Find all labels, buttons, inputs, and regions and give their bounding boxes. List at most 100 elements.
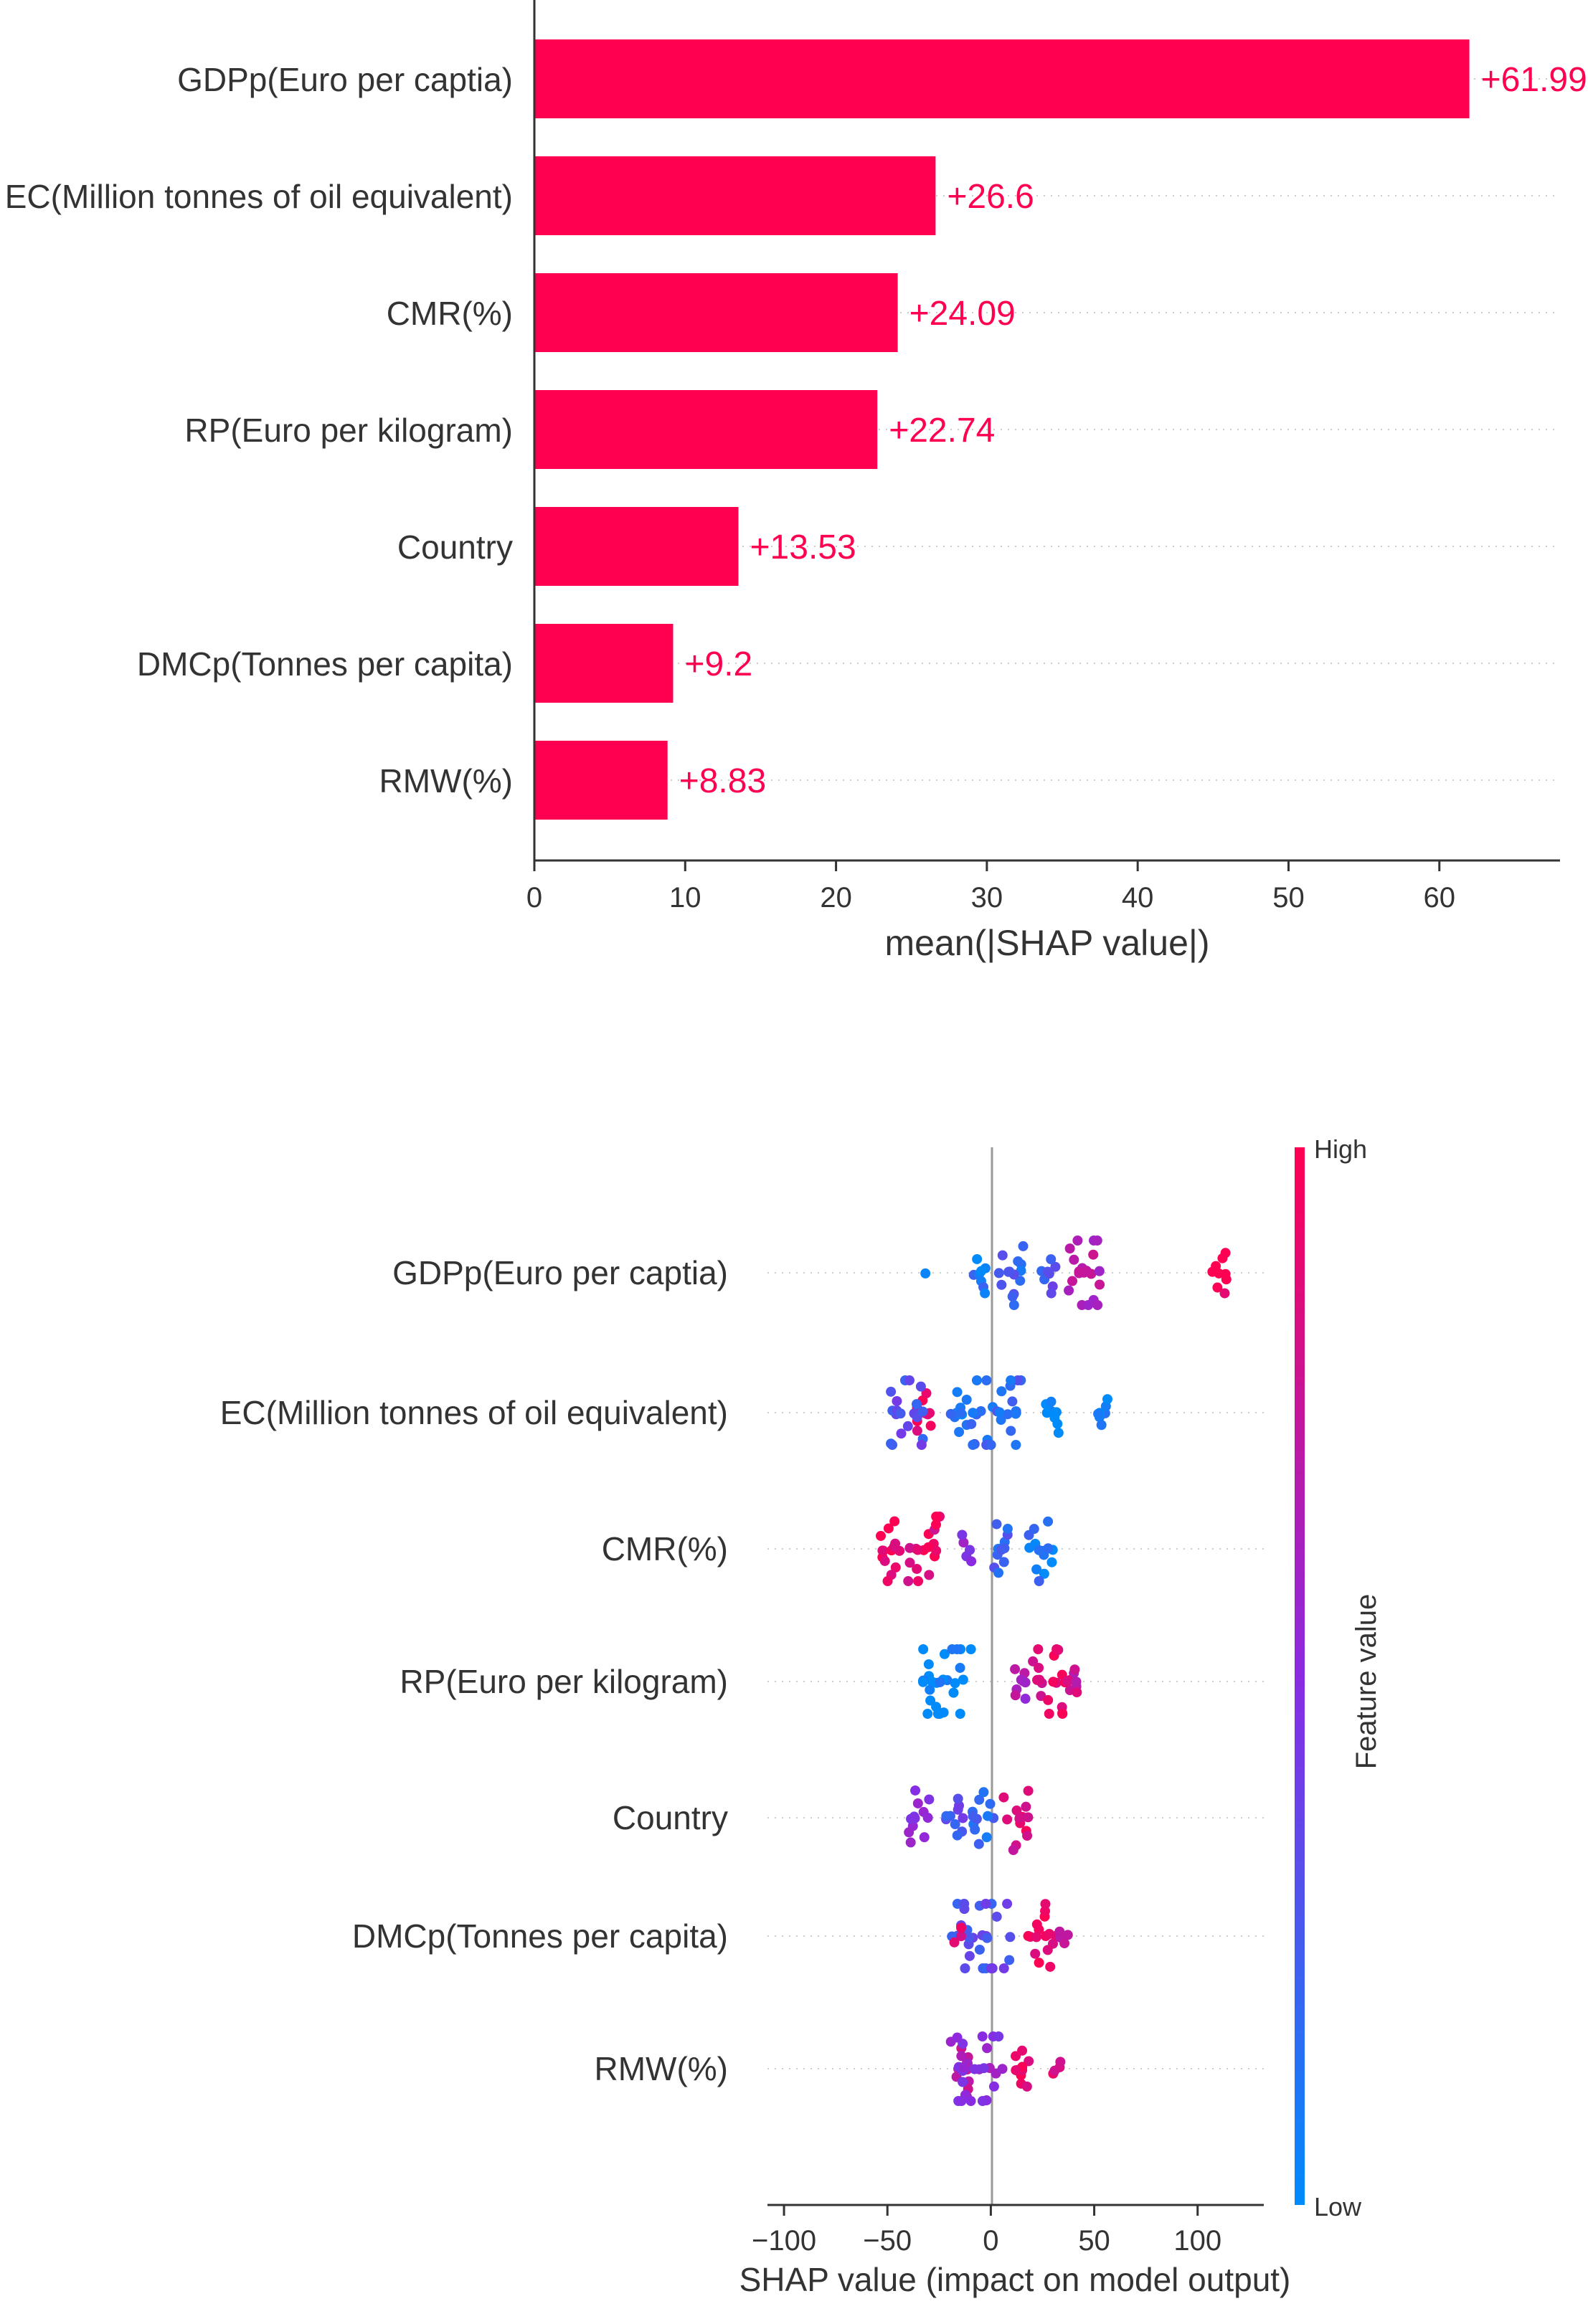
beeswarm-dot: [1212, 1282, 1223, 1293]
beeswarm-dot: [954, 1426, 965, 1437]
beeswarm-dot: [1067, 1276, 1078, 1286]
beeswarm-dot: [931, 1512, 942, 1522]
beeswarm-dot: [922, 1709, 933, 1719]
beeswarm-dot: [1064, 1285, 1074, 1296]
beeswarm-dot: [904, 1542, 915, 1553]
beeswarm-dot: [1054, 1926, 1065, 1937]
beeswarm-dot: [1018, 1241, 1029, 1251]
beeswarm-dot: [980, 1899, 991, 1909]
beeswarm-dot: [923, 1659, 934, 1669]
beeswarm-dot: [1021, 1801, 1031, 1812]
beeswarm-dot: [1071, 1676, 1082, 1687]
beeswarm-dot: [1004, 1955, 1015, 1965]
bar-category-label: DMCp(Tonnes per capita): [137, 645, 513, 683]
bar-category-label: RMW(%): [379, 762, 514, 800]
bee-feature-label: DMCp(Tonnes per capita): [352, 1917, 728, 1955]
beeswarm-dot: [950, 1678, 960, 1689]
bar-value-label: +8.83: [679, 762, 766, 800]
beeswarm-dot: [978, 2063, 989, 2074]
beeswarm-dot: [1096, 1420, 1107, 1431]
beeswarm-dot: [996, 1386, 1007, 1397]
beeswarm-dot: [1031, 1932, 1041, 1943]
beeswarm-dot: [923, 1542, 934, 1552]
beeswarm-dot: [1023, 1812, 1034, 1823]
beeswarm-dot: [988, 2081, 999, 2092]
beeswarm-dot: [925, 1421, 936, 1431]
bee-x-tick-label: 100: [1173, 2225, 1221, 2257]
beeswarm-dot: [968, 1811, 978, 1821]
beeswarm-dot: [991, 1911, 1002, 1922]
beeswarm-dot: [931, 1545, 942, 1556]
beeswarm-dot: [1010, 1690, 1021, 1701]
beeswarm-dot: [997, 2064, 1008, 2074]
beeswarm-dot: [902, 1421, 913, 1431]
bar-value-label: +61.99: [1481, 61, 1587, 99]
beeswarm-dot: [1207, 1266, 1218, 1277]
beeswarm-dot: [1010, 1664, 1021, 1674]
beeswarm-dot: [904, 1375, 914, 1385]
beeswarm-dot: [958, 1674, 968, 1685]
bee-x-tick-label: 50: [1078, 2225, 1110, 2257]
beeswarm-dot: [1008, 1845, 1019, 1855]
beeswarm-dot: [952, 1830, 963, 1841]
beeswarm-dot: [996, 1279, 1007, 1290]
beeswarm-dot: [1088, 1249, 1099, 1260]
beeswarm-dot: [1034, 1545, 1044, 1555]
beeswarm-dot: [1052, 1418, 1063, 1429]
beeswarm-dot: [958, 2062, 969, 2073]
beeswarm-dot: [960, 1963, 970, 1973]
beeswarm-dot: [982, 1932, 993, 1943]
beeswarm-dot: [905, 1837, 916, 1848]
beeswarm-dot: [889, 1516, 900, 1527]
beeswarm-dot: [913, 1576, 924, 1586]
beeswarm-dot: [982, 2043, 993, 2054]
beeswarm-dot: [959, 1899, 970, 1909]
beeswarm-dot: [921, 1388, 932, 1398]
beeswarm-dot: [1023, 1930, 1034, 1941]
beeswarm-dot: [957, 1529, 968, 1540]
beeswarm-dot: [1034, 1663, 1044, 1674]
beeswarm-dot: [1031, 1919, 1042, 1930]
beeswarm-dot: [978, 1787, 989, 1798]
beeswarm-dot: [1034, 1576, 1044, 1586]
beeswarm-dot: [950, 1819, 960, 1830]
bar-value-label: +26.6: [947, 178, 1034, 216]
beeswarm-dot: [903, 1576, 914, 1586]
beeswarm-dot: [953, 1793, 963, 1804]
bee-feature-label: GDPp(Euro per captia): [392, 1254, 728, 1291]
beeswarm-dot: [935, 1709, 945, 1719]
beeswarm-dot: [974, 1944, 985, 1955]
beeswarm-dot: [1050, 1261, 1061, 1272]
beeswarm-dot: [1092, 1300, 1103, 1310]
beeswarm-dot: [1074, 1266, 1084, 1277]
bar-x-axis-label: mean(|SHAP value|): [884, 923, 1209, 963]
beeswarm-dot: [1069, 1664, 1080, 1675]
bar-x-tick-label: 10: [669, 882, 701, 914]
beeswarm-dot: [961, 1395, 972, 1405]
beeswarm-dot: [971, 1375, 982, 1385]
beeswarm-dot: [1011, 2065, 1021, 2076]
beeswarm-dot: [1220, 1248, 1231, 1258]
beeswarm-dot: [939, 1649, 950, 1659]
beeswarm-dot: [968, 1440, 978, 1450]
beeswarm-dot: [958, 1813, 968, 1823]
beeswarm-dot: [879, 1555, 890, 1566]
beeswarm-dot: [966, 1418, 977, 1429]
beeswarm-dot: [1049, 2065, 1060, 2076]
beeswarm-dot: [952, 1644, 963, 1654]
beeswarm-dot: [904, 1827, 914, 1838]
bar-x-tick-label: 40: [1122, 882, 1154, 914]
beeswarm-dot: [1041, 1408, 1052, 1418]
beeswarm-dot: [1040, 1906, 1051, 1917]
beeswarm-dot: [975, 1405, 986, 1416]
beeswarm-dot: [956, 2051, 967, 2062]
beeswarm-dot: [994, 1407, 1005, 1418]
bee-feature-label: CMR(%): [602, 1530, 728, 1567]
beeswarm-dot: [945, 1408, 956, 1419]
bee-x-tick-label: −50: [863, 2225, 912, 2257]
beeswarm-dot: [912, 1798, 923, 1808]
colorbar: [1295, 1147, 1305, 2205]
beeswarm-dot: [997, 1250, 1008, 1261]
beeswarm-dot: [1045, 1961, 1056, 1972]
bar: [534, 507, 739, 586]
